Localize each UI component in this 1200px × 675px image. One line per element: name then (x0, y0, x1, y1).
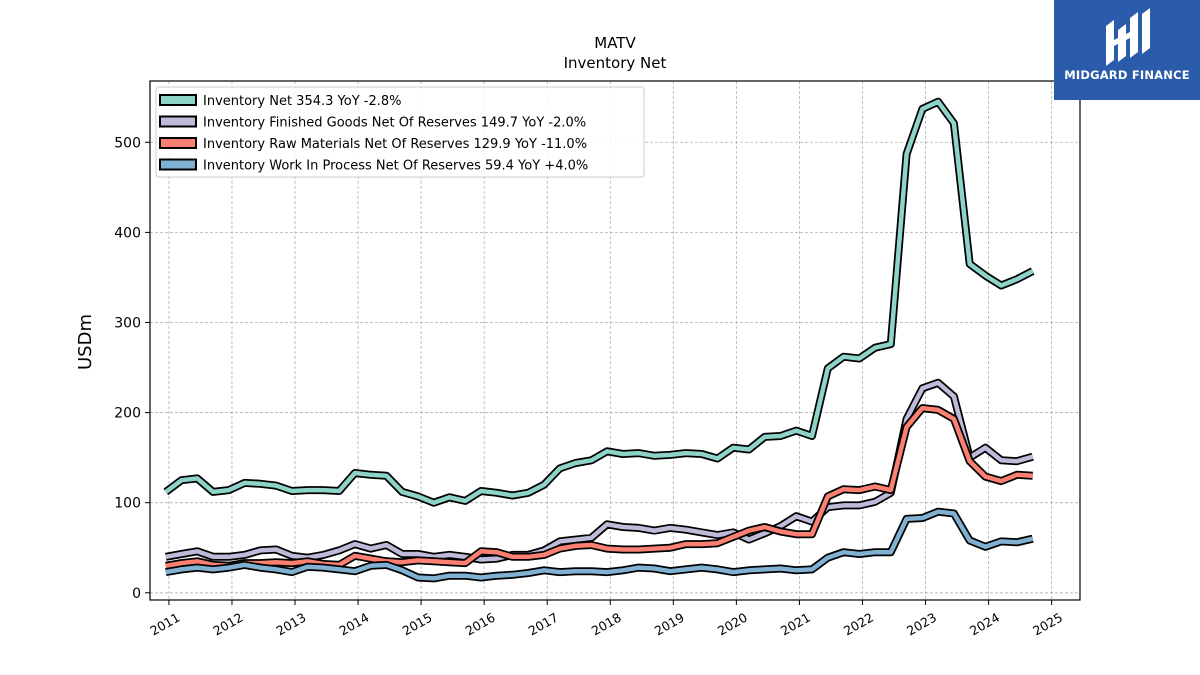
plot-frame (149, 80, 1081, 601)
x-tick-label: 2014 (337, 610, 372, 639)
chart-subtitle: Inventory Net (564, 54, 667, 72)
x-tick-label: 2015 (400, 610, 435, 639)
series-line-3 (165, 509, 1034, 581)
legend-label-1: Inventory Finished Goods Net Of Reserves… (203, 116, 586, 131)
x-tick-label: 2022 (841, 610, 876, 639)
legend-label-2: Inventory Raw Materials Net Of Reserves … (203, 137, 587, 152)
x-tick-label: 2019 (652, 610, 687, 639)
y-tick-label: 100 (114, 496, 141, 512)
y-tick-label: 500 (114, 135, 141, 151)
legend-label-3: Inventory Work In Process Net Of Reserve… (203, 159, 588, 174)
x-tick-label: 2023 (904, 610, 939, 639)
legend-box (155, 86, 645, 178)
x-tick-label: 2020 (715, 610, 750, 639)
y-tick-label: 400 (114, 225, 141, 241)
legend-swatch-1 (159, 115, 197, 128)
brand-name: MIDGARD FINANCE (1064, 68, 1190, 82)
y-tick-label: 200 (114, 406, 141, 422)
x-tick-label: 2017 (526, 610, 561, 639)
legend-swatch-2 (159, 137, 197, 149)
series-line-0 (164, 99, 1034, 505)
legend-label-0: Inventory Net 354.3 YoY -2.8% (203, 94, 402, 109)
x-tick-label: 2016 (463, 610, 498, 639)
x-tick-label: 2025 (1030, 610, 1065, 639)
legend: Inventory Net 354.3 YoY -2.8% Inventory F… (155, 86, 645, 178)
legend-items: Inventory Net 354.3 YoY -2.8% Inventory F… (159, 94, 588, 174)
series-line-2 (165, 405, 1033, 569)
x-tick-label: 2024 (967, 610, 1002, 639)
midgard-finance-logo-icon (1054, 0, 1200, 100)
grid-layer (150, 81, 1080, 600)
x-tick-label: 2012 (210, 610, 245, 639)
legend-swatch-3 (159, 158, 197, 171)
chart-title: MATV (594, 34, 636, 52)
series-line-1 (165, 380, 1034, 562)
logo-background (1054, 0, 1200, 100)
x-tick-label: 2013 (273, 610, 308, 639)
legend-swatch-0 (159, 94, 197, 106)
y-axis-label: USDm (75, 314, 96, 370)
brand-logo: MIDGARD FINANCE (1054, 0, 1200, 100)
series-layer (163, 97, 1035, 583)
x-tick-label: 2018 (589, 610, 624, 639)
x-tick-label: 2021 (778, 610, 813, 639)
y-tick-label: 300 (114, 315, 141, 331)
y-tick-label: 0 (132, 586, 141, 602)
x-tick-label: 2011 (147, 610, 182, 639)
